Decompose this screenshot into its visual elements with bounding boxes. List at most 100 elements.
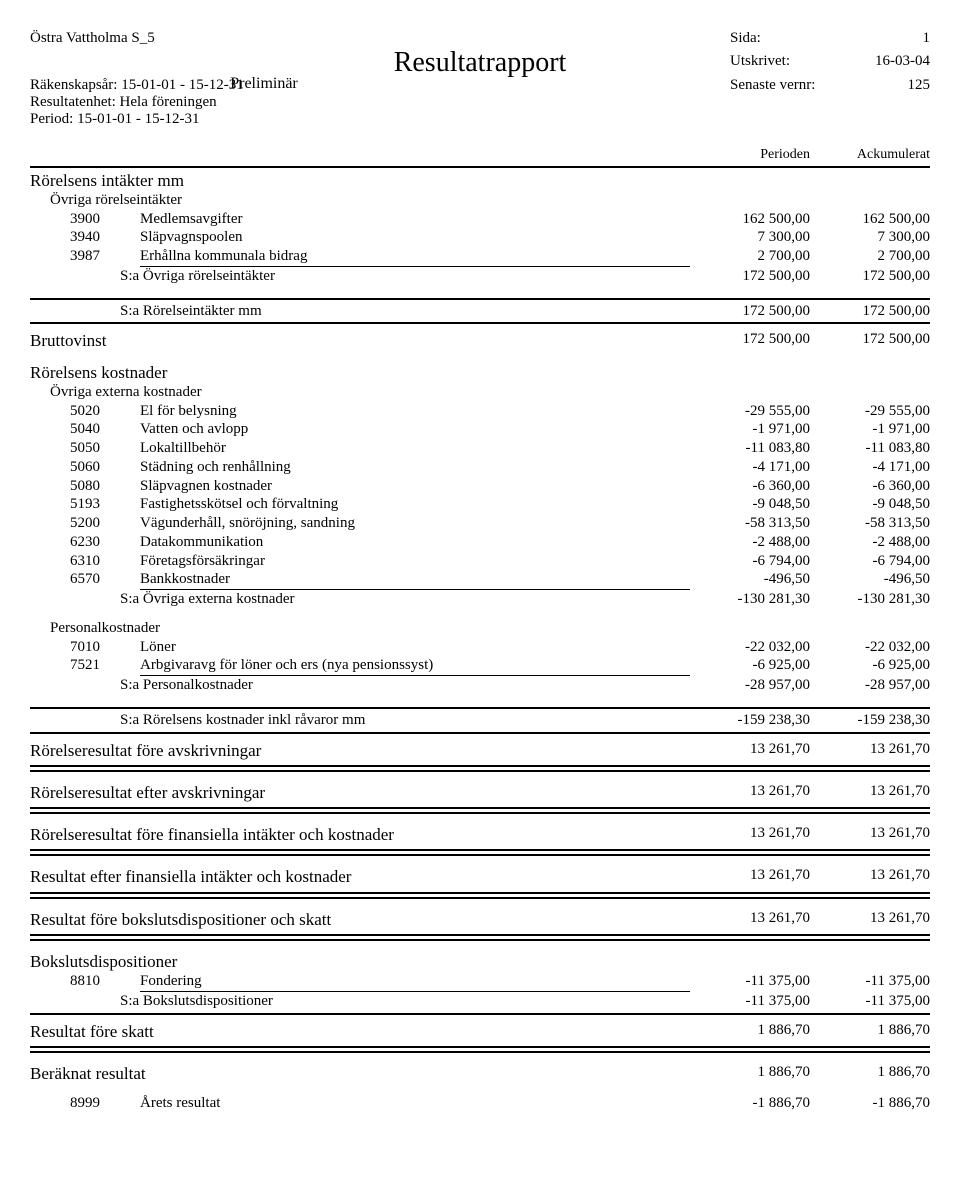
- sum-personal-desc: S:a Personalkostnader: [100, 676, 690, 695]
- resultat-p: 13 261,70: [690, 866, 810, 887]
- arets-code: 8999: [30, 1094, 140, 1113]
- sida-label: Sida:: [730, 30, 850, 47]
- row-code: 5040: [30, 420, 140, 439]
- row-ack: 2 700,00: [810, 247, 930, 267]
- table-row: 7010Löner-22 032,00-22 032,00: [30, 638, 930, 657]
- divider: [30, 707, 930, 709]
- kostnader-title-row: Rörelsens kostnader: [30, 362, 930, 383]
- personal-title: Personalkostnader: [30, 619, 160, 638]
- divider-double: [30, 892, 930, 899]
- sum-ovriga-intakter-desc: S:a Övriga rörelseintäkter: [100, 267, 690, 286]
- divider: [30, 166, 930, 168]
- resultat-row: Resultat efter finansiella intäkter och …: [30, 866, 930, 887]
- row-period: -29 555,00: [690, 402, 810, 421]
- table-row: 3900Medlemsavgifter162 500,00162 500,00: [30, 210, 930, 229]
- row-period: -58 313,50: [690, 514, 810, 533]
- row-desc: Städning och renhållning: [140, 458, 690, 477]
- divider-double: [30, 765, 930, 772]
- intakter-title: Rörelsens intäkter mm: [30, 170, 184, 191]
- column-headers: Perioden Ackumulerat: [30, 146, 930, 164]
- resultat-a: 13 261,70: [810, 909, 930, 930]
- row-period: -11 083,80: [690, 439, 810, 458]
- colhead-period: Perioden: [690, 146, 810, 164]
- row-ack: -2 488,00: [810, 533, 930, 552]
- sum-kostnader: S:a Rörelsens kostnader inkl råvaror mm …: [30, 711, 930, 730]
- resultat-label: Rörelseresultat efter avskrivningar: [30, 782, 690, 803]
- resultat-row: Rörelseresultat före avskrivningar13 261…: [30, 740, 930, 761]
- header-right: Sida: 1: [498, 30, 930, 47]
- row-period: 162 500,00: [690, 210, 810, 229]
- arets-p: -1 886,70: [690, 1094, 810, 1113]
- row-desc: Vägunderhåll, snöröjning, sandning: [140, 514, 690, 533]
- period: Period: 15-01-01 - 15-12-31: [30, 111, 480, 128]
- row-ack: -6 794,00: [810, 552, 930, 571]
- row-desc: Företagsförsäkringar: [140, 552, 690, 571]
- table-row: 5060Städning och renhållning-4 171,00-4 …: [30, 458, 930, 477]
- row-period: -11 375,00: [690, 972, 810, 992]
- utskrivet-label: Utskrivet:: [730, 53, 850, 70]
- colhead-ack: Ackumulerat: [810, 146, 930, 164]
- arets-a: -1 886,70: [810, 1094, 930, 1113]
- ovriga-kostnader-title-row: Övriga externa kostnader: [30, 383, 930, 402]
- divider-double: [30, 849, 930, 856]
- sum-ovriga-intakter: S:a Övriga rörelseintäkter 172 500,00 17…: [30, 267, 930, 286]
- table-row: 8810Fondering-11 375,00-11 375,00: [30, 972, 930, 992]
- row-ack: 7 300,00: [810, 228, 930, 247]
- sum-intakter-a: 172 500,00: [810, 302, 930, 321]
- row-code: 5200: [30, 514, 140, 533]
- row-desc: El för belysning: [140, 402, 690, 421]
- sum-kostnader-desc: S:a Rörelsens kostnader inkl råvaror mm: [100, 711, 690, 730]
- table-row: 6230Datakommunikation-2 488,00-2 488,00: [30, 533, 930, 552]
- row-desc: Vatten och avlopp: [140, 420, 690, 439]
- row-desc: Löner: [140, 638, 690, 657]
- row-code: 3900: [30, 210, 140, 229]
- sum-bokslut: S:a Bokslutsdispositioner -11 375,00 -11…: [30, 992, 930, 1011]
- resultat-label: Rörelseresultat före avskrivningar: [30, 740, 690, 761]
- row-desc: Bankkostnader: [140, 570, 690, 590]
- ovriga-kostnader-title: Övriga externa kostnader: [30, 383, 202, 402]
- kostnader-title: Rörelsens kostnader: [30, 362, 167, 383]
- arets-desc: Årets resultat: [140, 1094, 690, 1113]
- row-ack: -6 925,00: [810, 656, 930, 676]
- table-row: 5050Lokaltillbehör-11 083,80-11 083,80: [30, 439, 930, 458]
- resultat-fore-skatt-p: 1 886,70: [690, 1021, 810, 1042]
- utskrivet-value: 16-03-04: [850, 53, 930, 70]
- sum-intakter-desc: S:a Rörelseintäkter mm: [100, 302, 690, 321]
- resultat-row: Rörelseresultat före finansiella intäkte…: [30, 824, 930, 845]
- ovriga-intakter-title: Övriga rörelseintäkter: [30, 191, 182, 210]
- resultat-fore-skatt-label: Resultat före skatt: [30, 1021, 690, 1042]
- sum-ovriga-kostnader-a: -130 281,30: [810, 590, 930, 609]
- bruttovinst-a: 172 500,00: [810, 330, 930, 351]
- resultat-label: Rörelseresultat före finansiella intäkte…: [30, 824, 690, 845]
- divider-double: [30, 934, 930, 941]
- row-ack: -496,50: [810, 570, 930, 590]
- arets-row: 8999 Årets resultat -1 886,70 -1 886,70: [30, 1094, 930, 1113]
- resultat-a: 13 261,70: [810, 866, 930, 887]
- row-code: 3987: [30, 247, 140, 267]
- row-period: -6 360,00: [690, 477, 810, 496]
- row-period: -22 032,00: [690, 638, 810, 657]
- row-code: 5193: [30, 495, 140, 514]
- row-code: 5080: [30, 477, 140, 496]
- row-code: 5050: [30, 439, 140, 458]
- row-ack: -11 083,80: [810, 439, 930, 458]
- row-code: 6230: [30, 533, 140, 552]
- table-row: 5020El för belysning-29 555,00-29 555,00: [30, 402, 930, 421]
- sum-intakter-p: 172 500,00: [690, 302, 810, 321]
- row-period: -2 488,00: [690, 533, 810, 552]
- divider-double: [30, 807, 930, 814]
- sum-kostnader-p: -159 238,30: [690, 711, 810, 730]
- row-ack: -4 171,00: [810, 458, 930, 477]
- row-period: 2 700,00: [690, 247, 810, 267]
- vernr-value: 125: [850, 77, 930, 94]
- row-period: -9 048,50: [690, 495, 810, 514]
- row-ack: -11 375,00: [810, 972, 930, 992]
- sum-ovriga-kostnader: S:a Övriga externa kostnader -130 281,30…: [30, 590, 930, 609]
- table-row: 3987Erhållna kommunala bidrag2 700,002 7…: [30, 247, 930, 267]
- resultat-a: 13 261,70: [810, 782, 930, 803]
- divider: [30, 298, 930, 300]
- table-row: 5200Vägunderhåll, snöröjning, sandning-5…: [30, 514, 930, 533]
- row-code: 7010: [30, 638, 140, 657]
- sum-ovriga-kostnader-desc: S:a Övriga externa kostnader: [100, 590, 690, 609]
- header-left: Östra Vattholma S_5: [30, 30, 480, 47]
